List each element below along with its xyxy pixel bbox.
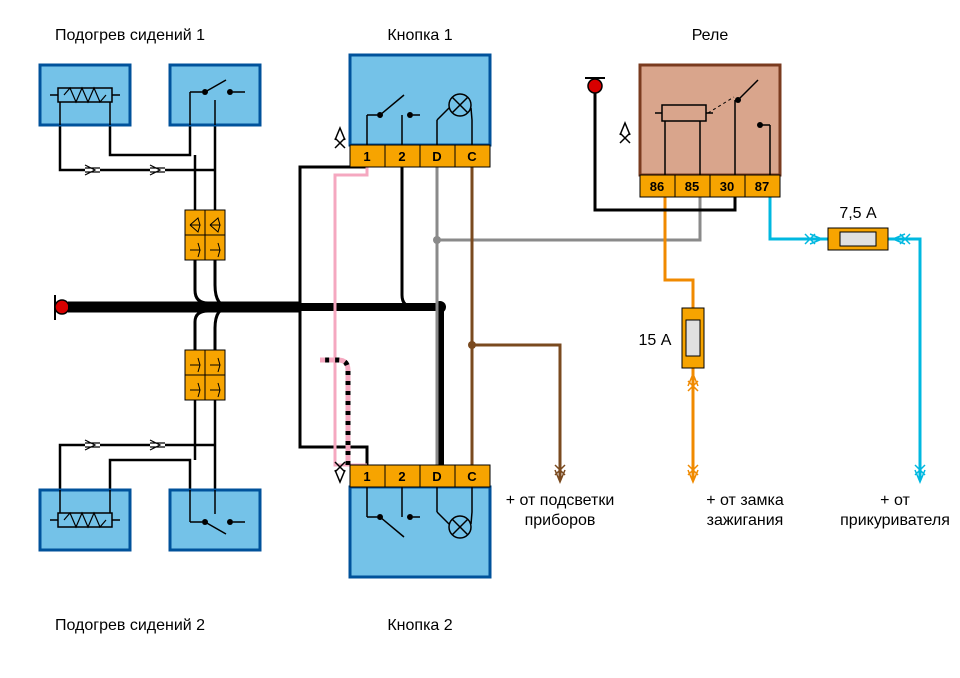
svg-text:86: 86 xyxy=(650,179,664,194)
svg-text:C: C xyxy=(467,469,477,484)
fuse-15 xyxy=(682,308,704,368)
button-2-box xyxy=(350,487,490,620)
button-1-box xyxy=(350,55,490,145)
label-seat2: Подогрев сидений 2 xyxy=(55,617,205,634)
svg-text:85: 85 xyxy=(685,179,699,194)
label-dashlight-2: приборов xyxy=(525,512,596,529)
svg-text:C: C xyxy=(467,149,477,164)
svg-text:30: 30 xyxy=(720,179,734,194)
seat1-to-conn xyxy=(195,155,215,210)
label-fuse75: 7,5 А xyxy=(839,205,877,222)
label-lighter-2: прикуривателя xyxy=(840,512,950,529)
button-2-pins: 1 2 D C xyxy=(350,465,490,487)
svg-text:D: D xyxy=(432,469,441,484)
seat2-to-conn xyxy=(195,400,215,460)
seat2-wires xyxy=(60,440,215,490)
connector-1 xyxy=(185,210,225,260)
svg-text:1: 1 xyxy=(363,469,370,484)
relay-box xyxy=(640,65,780,175)
label-dashlight-1: + от подсветки xyxy=(506,492,615,509)
ground-center xyxy=(585,78,605,93)
seat1-wires xyxy=(60,125,215,175)
label-ignition-2: зажигания xyxy=(707,512,784,529)
svg-text:87: 87 xyxy=(755,179,769,194)
black-bus xyxy=(68,145,446,465)
svg-text:2: 2 xyxy=(398,149,405,164)
svg-text:D: D xyxy=(432,149,441,164)
label-fuse15: 15 А xyxy=(639,332,672,349)
label-relay: Реле xyxy=(692,27,729,44)
label-lighter-1: + от xyxy=(880,492,910,509)
seat-heater-2a xyxy=(40,490,130,550)
ground-left xyxy=(55,295,69,320)
label-button2: Кнопка 2 xyxy=(387,617,452,634)
connector-2 xyxy=(185,350,225,400)
gnd-arrows xyxy=(335,123,630,482)
pink-wires xyxy=(335,167,367,465)
seat-heater-2b xyxy=(170,490,260,550)
button-1-pins: 1 2 D C xyxy=(350,145,490,167)
label-ignition-1: + от замка xyxy=(706,492,784,509)
label-seat1: Подогрев сидений 1 xyxy=(55,27,205,44)
seat-heater-1a xyxy=(40,65,130,125)
brown-wires xyxy=(468,167,565,482)
svg-text:2: 2 xyxy=(398,469,405,484)
seat-heater-1b xyxy=(170,65,260,125)
relay-pins: 86 85 30 87 xyxy=(640,175,780,197)
fuse-75 xyxy=(828,228,888,250)
svg-text:1: 1 xyxy=(363,149,370,164)
label-button1: Кнопка 1 xyxy=(387,27,452,44)
